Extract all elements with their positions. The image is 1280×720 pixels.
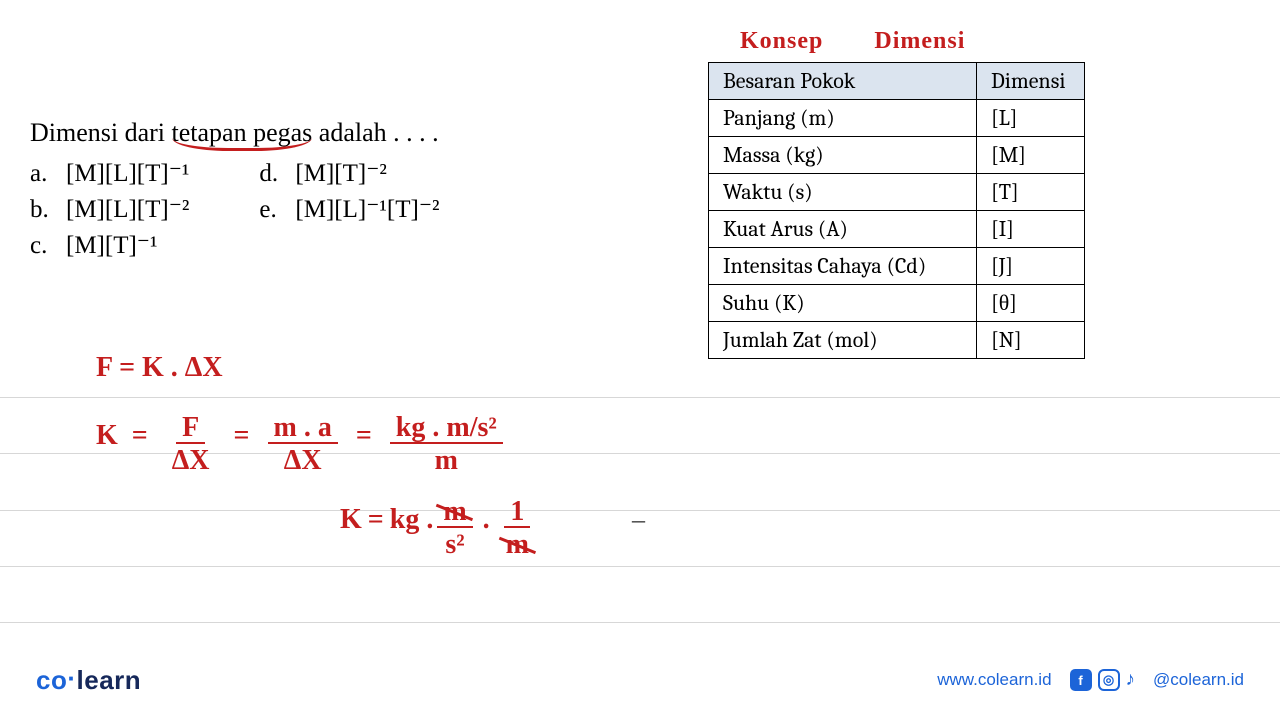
equals-icon: =: [356, 420, 372, 452]
social-icons: f ◎ ♪: [1070, 669, 1136, 691]
options-wrap: a.[M][L][T]⁻¹ b.[M][L][T]⁻² c.[M][T]⁻¹ d…: [30, 155, 440, 264]
footer-right: www.colearn.id f ◎ ♪ @colearn.id: [937, 669, 1244, 691]
facebook-icon: f: [1070, 669, 1092, 691]
fraction: m . a ΔX: [268, 414, 338, 478]
table-row: Intensitas Cahaya (Cd)[J]: [709, 248, 1085, 285]
social-handle: @colearn.id: [1153, 670, 1244, 690]
instagram-icon: ◎: [1098, 669, 1120, 691]
struck-m: m: [437, 498, 472, 528]
handwriting-line-2: K = F ΔX = m . a ΔX = kg . m/s² m: [96, 414, 507, 478]
equals-icon: =: [132, 420, 148, 452]
handwriting-line-1: F = K . ΔX: [96, 352, 223, 384]
option-c: c.[M][T]⁻¹: [30, 228, 189, 263]
title-word1: Konsep: [740, 28, 823, 54]
hw2-lhs: K: [96, 420, 118, 452]
rule-line: [0, 397, 1280, 398]
stem-suffix: adalah . . . .: [312, 118, 438, 147]
fraction: m s²: [437, 498, 472, 562]
table-title-handwritten: Konsep Dimensi: [740, 28, 965, 55]
stem-underlined: tetapan pegas: [172, 118, 313, 151]
table-row: Suhu (K)[θ]: [709, 285, 1085, 322]
fraction: kg . m/s² m: [390, 414, 503, 478]
hw3-kg: kg .: [390, 504, 434, 536]
rule-line: [0, 566, 1280, 567]
dimension-table: Besaran Pokok Dimensi Panjang (m)[L] Mas…: [708, 62, 1085, 359]
colearn-logo: co·learn: [36, 665, 141, 696]
header-besaran: Besaran Pokok: [709, 63, 977, 100]
option-e: e.[M][L]⁻¹[T]⁻²: [259, 192, 439, 227]
option-b: b.[M][L][T]⁻²: [30, 192, 189, 227]
table-row: Panjang (m)[L]: [709, 100, 1085, 137]
tiktok-icon: ♪: [1126, 669, 1136, 691]
question-block: Dimensi dari tetapan pegas adalah . . . …: [30, 115, 440, 264]
header-dimensi: Dimensi: [977, 63, 1085, 100]
dash-mark: –: [632, 505, 645, 535]
table-header-row: Besaran Pokok Dimensi: [709, 63, 1085, 100]
question-stem: Dimensi dari tetapan pegas adalah . . . …: [30, 115, 440, 151]
option-a: a.[M][L][T]⁻¹: [30, 156, 189, 191]
fraction: F ΔX: [166, 414, 216, 478]
footer-url: www.colearn.id: [937, 670, 1051, 690]
options-col-right: d.[M][T]⁻² e.[M][L]⁻¹[T]⁻²: [259, 155, 439, 264]
footer: co·learn www.colearn.id f ◎ ♪ @colearn.i…: [0, 660, 1280, 700]
table-row: Waktu (s)[T]: [709, 174, 1085, 211]
stem-prefix: Dimensi dari: [30, 118, 172, 147]
table-row: Kuat Arus (A)[I]: [709, 211, 1085, 248]
table-row: Jumlah Zat (mol)[N]: [709, 322, 1085, 359]
handwriting-line-3: K = kg . m s² . 1 m: [340, 498, 539, 562]
title-word2: Dimensi: [874, 28, 965, 54]
dot-icon: .: [483, 504, 490, 536]
fraction: 1 m: [500, 498, 535, 562]
equals-icon: =: [234, 420, 250, 452]
options-col-left: a.[M][L][T]⁻¹ b.[M][L][T]⁻² c.[M][T]⁻¹: [30, 155, 189, 264]
rule-line: [0, 622, 1280, 623]
hw3-lhs: K: [340, 504, 362, 536]
equals-icon: =: [368, 504, 384, 536]
option-d: d.[M][T]⁻²: [259, 156, 439, 191]
table-row: Massa (kg)[M]: [709, 137, 1085, 174]
struck-m: m: [500, 528, 535, 562]
